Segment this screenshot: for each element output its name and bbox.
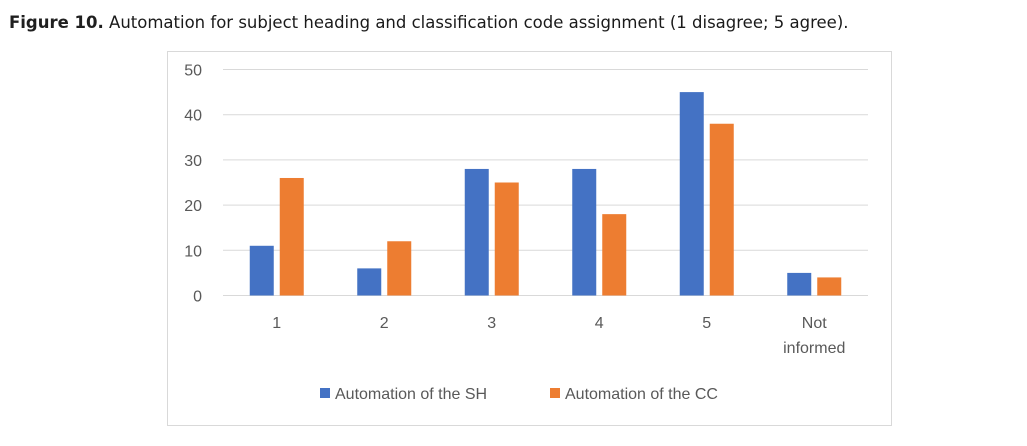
bar-sh-not-informed xyxy=(787,272,812,296)
x-tick-label: informed xyxy=(783,340,845,357)
bars xyxy=(249,92,842,296)
bar-cc-2 xyxy=(387,241,412,296)
legend-swatch-sh xyxy=(320,388,330,398)
x-tick-label: Not xyxy=(802,315,827,332)
x-tick-label: 3 xyxy=(487,315,496,332)
legend-label-cc: Automation of the CC xyxy=(565,386,718,403)
y-tick-label: 50 xyxy=(184,63,202,80)
legend-swatch-cc xyxy=(550,388,560,398)
y-tick-label: 20 xyxy=(184,198,202,215)
gridlines xyxy=(223,69,868,296)
figure-caption: Figure 10. Automation for subject headin… xyxy=(9,12,1019,34)
bar-sh-4 xyxy=(572,168,597,296)
y-axis: 0 10 20 30 40 50 xyxy=(184,63,202,306)
x-tick-label: 2 xyxy=(380,315,389,332)
x-tick-label: 1 xyxy=(272,315,281,332)
bar-sh-3 xyxy=(464,168,489,296)
bar-cc-5 xyxy=(709,123,734,296)
x-tick-label: 4 xyxy=(595,315,604,332)
bar-cc-4 xyxy=(602,214,627,296)
bar-cc-1 xyxy=(279,177,304,296)
x-tick-label: 5 xyxy=(702,315,711,332)
legend-label-sh: Automation of the SH xyxy=(335,386,487,403)
figure-label: Figure 10. xyxy=(9,13,104,32)
figure-caption-text: Automation for subject heading and class… xyxy=(103,13,849,32)
bar-cc-not-informed xyxy=(817,277,842,296)
x-axis: 1 2 3 4 5 Not informed xyxy=(272,315,845,357)
y-tick-label: 30 xyxy=(184,153,202,170)
y-tick-label: 10 xyxy=(184,243,202,260)
bar-sh-2 xyxy=(357,268,382,296)
bar-cc-3 xyxy=(494,182,519,296)
y-tick-label: 0 xyxy=(193,289,202,306)
y-tick-label: 40 xyxy=(184,108,202,125)
bar-sh-5 xyxy=(679,92,704,296)
bar-sh-1 xyxy=(249,245,274,296)
legend: Automation of the SH Automation of the CC xyxy=(320,386,718,403)
